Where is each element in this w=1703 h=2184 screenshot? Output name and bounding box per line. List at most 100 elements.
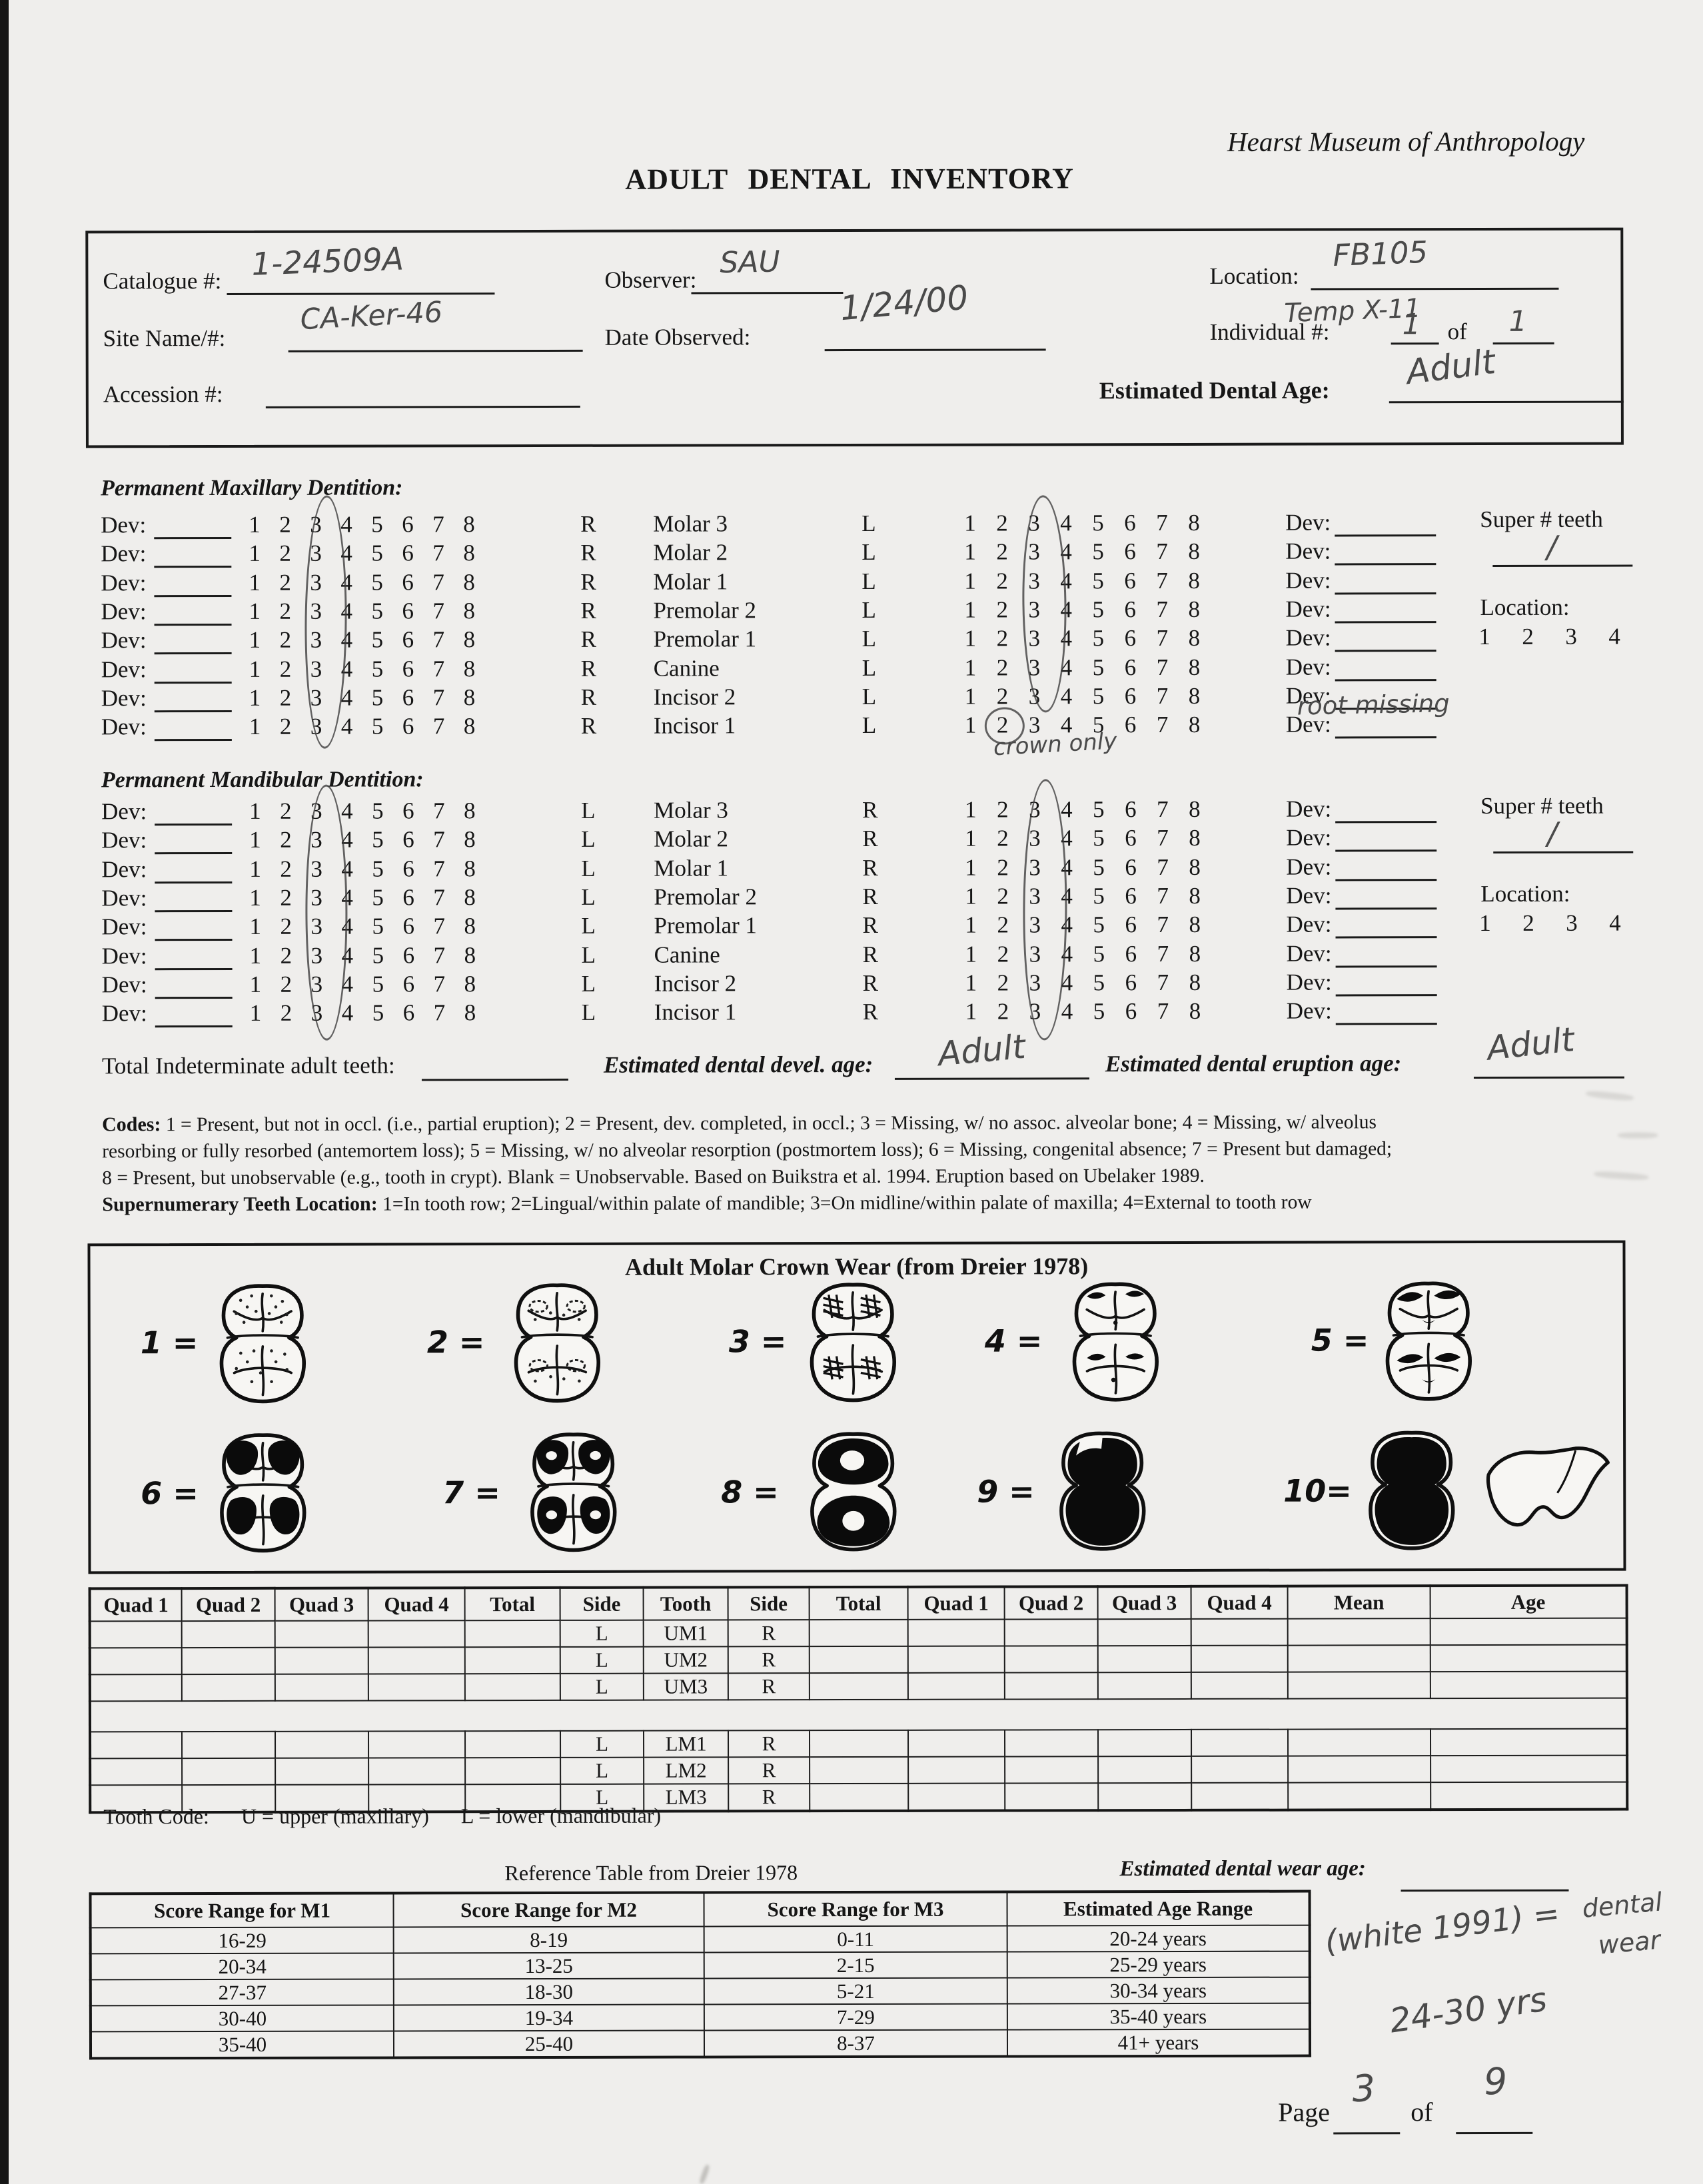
status-code-number: 6: [1124, 510, 1136, 536]
status-code-number: 1: [249, 684, 261, 711]
site-blank-line: [288, 349, 583, 352]
reference-table-title: Reference Table from Dreier 1978: [504, 1860, 798, 1886]
status-code-number: 6: [1124, 567, 1136, 594]
status-code-number: 4: [1060, 510, 1072, 536]
status-code-number: 6: [1124, 712, 1137, 738]
wear-score-cell: [1097, 1618, 1191, 1646]
dev-blank-line: [155, 823, 233, 826]
status-code-number: 5: [372, 999, 384, 1026]
dental-wear-age-label: Estimated dental wear age:: [1119, 1856, 1366, 1882]
status-code-number: 4: [1060, 538, 1072, 565]
status-code-number: 4: [341, 999, 354, 1026]
status-code-number: 5: [372, 798, 384, 824]
status-code-number: 5: [372, 826, 384, 853]
status-code-number: 4: [340, 540, 352, 566]
wear-tooth-cell: UM1: [643, 1620, 728, 1647]
wear-score-cell: L: [560, 1620, 644, 1647]
tooth-name: Molar 2: [653, 539, 728, 566]
status-code-number: 5: [1092, 538, 1104, 565]
wear-score-cell: [1288, 1782, 1431, 1810]
accession-label: Accession #:: [103, 380, 223, 408]
dev-label: Dev:: [101, 627, 147, 654]
status-code-number: 6: [1125, 998, 1137, 1025]
score-range-cell: 7-29: [704, 2003, 1007, 2031]
devel-age-label: Estimated dental devel. age:: [603, 1051, 873, 1078]
dev-blank-line: [155, 881, 233, 883]
wear-score-cell: [368, 1647, 465, 1674]
wear-score-cell: [465, 1730, 561, 1758]
tooth-name: Canine: [653, 654, 720, 682]
dev-label: Dev:: [1286, 824, 1332, 851]
status-code-number: 1: [249, 713, 261, 740]
dev-label: Dev:: [101, 540, 147, 567]
status-code-number: 6: [402, 999, 415, 1026]
wear-score-cell: [275, 1758, 369, 1785]
dev-label: Dev:: [1285, 509, 1331, 536]
dev-blank-line: [1335, 650, 1436, 652]
dev-label: Dev:: [101, 942, 147, 969]
status-code-number: 5: [1092, 683, 1105, 710]
tooth-code-label: Tooth Code:: [103, 1804, 209, 1829]
status-code-number: 5: [1093, 796, 1105, 823]
wear-score-cell: [1287, 1618, 1430, 1646]
wear-note-word-2: wear: [1596, 1925, 1662, 1960]
dev-blank-line: [1335, 965, 1437, 967]
reference-column-header: Estimated Age Range: [1007, 1891, 1310, 1926]
tooth-name: Premolar 2: [654, 883, 757, 910]
dental-age-blank-line: [1389, 400, 1624, 404]
status-code-number: 6: [1125, 825, 1137, 851]
dev-blank-line: [1335, 821, 1437, 823]
status-code-number: 7: [433, 941, 446, 968]
dev-blank-line: [1335, 878, 1437, 881]
wear-score-cell: [90, 1758, 183, 1786]
wear-column-header: Side: [560, 1587, 644, 1620]
status-code-number: 6: [1124, 538, 1136, 565]
wear-score-cell: [810, 1783, 909, 1812]
status-code-number: 7: [1156, 510, 1168, 536]
side-letter-right: R: [862, 941, 878, 967]
status-code-number: 6: [1125, 969, 1137, 995]
status-code-number: 6: [1125, 940, 1137, 967]
status-code-number: 5: [372, 941, 384, 969]
wear-tooth-cell: LM1: [644, 1730, 729, 1758]
status-code-number: 5: [1092, 596, 1105, 623]
score-range-cell: 20-34: [90, 1953, 394, 1980]
tooth-name: Incisor 1: [654, 999, 737, 1025]
molar-wear-diagram-9: [1047, 1428, 1157, 1554]
dev-label: Dev:: [1286, 911, 1332, 937]
dev-blank-line: [154, 652, 232, 655]
status-code-number: 5: [371, 598, 384, 624]
wear-stage-label-9: 9 =: [977, 1473, 1035, 1510]
score-range-cell: 41+ years: [1007, 2029, 1311, 2057]
wear-column-header: Tooth: [643, 1587, 728, 1620]
date-observed-value: 1/24/00: [838, 278, 970, 328]
status-code-number: 6: [402, 798, 414, 824]
status-code-number: 2: [279, 511, 291, 538]
status-code-number: 8: [464, 826, 476, 853]
status-code-number: 8: [463, 598, 476, 624]
dev-label: Dev:: [101, 913, 147, 940]
wear-score-cell: [1288, 1756, 1431, 1783]
dev-blank-line: [154, 566, 232, 568]
wear-score-cell: [1191, 1782, 1289, 1810]
status-code-number: 5: [1092, 654, 1105, 680]
tooth-name: Canine: [654, 941, 720, 968]
status-code-number: 4: [341, 826, 353, 853]
molar-wear-diagram-3: [798, 1279, 908, 1406]
wear-score-cell: [810, 1756, 909, 1784]
wear-stage-label-4: 4 =: [984, 1323, 1043, 1359]
status-code-number: 4: [1060, 683, 1073, 710]
status-code-number: 1: [964, 625, 977, 652]
status-code-number: 5: [371, 713, 384, 740]
devel-age-value: Adult: [936, 1027, 1027, 1074]
status-code-number: 5: [371, 569, 383, 596]
side-letter-left: R: [580, 510, 596, 537]
dev-label: Dev:: [1286, 853, 1332, 880]
dev-label: Dev:: [101, 798, 147, 825]
